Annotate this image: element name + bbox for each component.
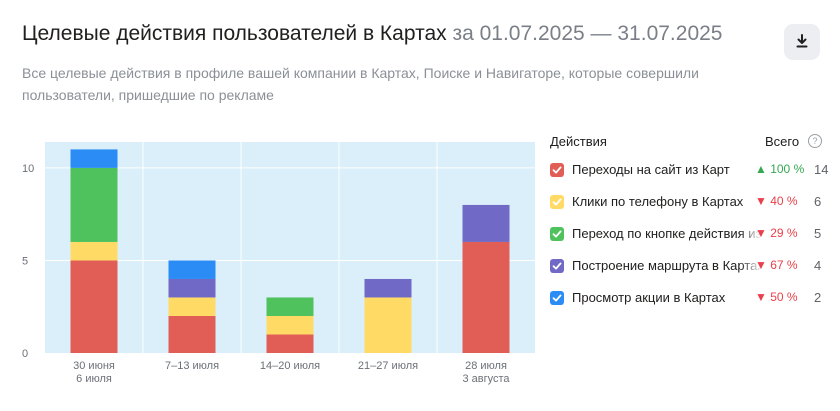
legend-item-delta: ▼ 50 % bbox=[755, 290, 798, 304]
bar-segment bbox=[364, 278, 412, 298]
legend: Действия Всего ? Переходы на сайт из Кар… bbox=[550, 128, 830, 314]
y-tick-label: 10 bbox=[22, 163, 34, 175]
chart-subtitle: Все целевые действия в профиле вашей ком… bbox=[22, 65, 699, 103]
x-tick-label: 30 июня bbox=[73, 360, 115, 372]
bar-segment bbox=[70, 149, 118, 168]
checkmark-icon bbox=[552, 294, 562, 302]
checkbox[interactable] bbox=[550, 163, 564, 177]
x-tick-label: 6 июля bbox=[76, 373, 112, 385]
bar-segment bbox=[266, 297, 314, 316]
legend-item-total: 4 bbox=[814, 258, 822, 273]
legend-item[interactable]: Просмотр акции в Картах ▼ 50 % 2 bbox=[550, 282, 830, 314]
legend-item-label: Переход по кнопке действия из Карт bbox=[572, 226, 760, 241]
legend-items: Переходы на сайт из Карт ▲ 100 % 14 Клики п… bbox=[550, 154, 830, 314]
bar-segment bbox=[462, 204, 510, 242]
y-tick-label: 0 bbox=[22, 348, 28, 360]
title-period: за 01.07.2025 — 31.07.2025 bbox=[452, 22, 723, 45]
legend-header: Действия Всего ? bbox=[550, 128, 830, 154]
bar-segment bbox=[70, 241, 118, 261]
legend-item-total: 14 bbox=[814, 162, 829, 177]
checkbox[interactable] bbox=[550, 195, 564, 209]
legend-item-total: 5 bbox=[814, 226, 822, 241]
checkmark-icon bbox=[552, 230, 562, 238]
checkmark-icon bbox=[552, 166, 562, 174]
checkbox[interactable] bbox=[550, 227, 564, 241]
legend-item-label: Клики по телефону в Картах bbox=[572, 194, 744, 209]
checkmark-icon bbox=[552, 262, 562, 270]
bar-segment bbox=[266, 315, 314, 335]
bar-segment bbox=[168, 260, 216, 279]
legend-column-total: Всего bbox=[765, 134, 800, 149]
legend-item-delta: ▲ 100 % bbox=[755, 162, 805, 176]
legend-item-delta: ▼ 29 % bbox=[755, 226, 798, 240]
legend-item-delta: ▼ 40 % bbox=[755, 194, 798, 208]
bar-segment bbox=[70, 167, 118, 242]
legend-item-label: Построение маршрута в Картах bbox=[572, 258, 760, 273]
checkmark-icon bbox=[552, 198, 562, 206]
bar-segment bbox=[462, 241, 510, 353]
legend-item-label: Просмотр акции в Картах bbox=[572, 290, 726, 305]
bar-segment bbox=[168, 315, 216, 353]
title-text: Целевые действия пользователей в Картах bbox=[22, 22, 447, 45]
chart-title: Целевые действия пользователей в Картах … bbox=[22, 22, 723, 46]
x-tick-label: 28 июля bbox=[465, 360, 507, 372]
y-tick-label: 5 bbox=[22, 255, 28, 267]
checkbox[interactable] bbox=[550, 259, 564, 273]
question-circle-icon[interactable]: ? bbox=[808, 134, 822, 148]
bar-segment bbox=[168, 297, 216, 316]
legend-item-delta: ▼ 67 % bbox=[755, 258, 798, 272]
legend-item-label: Переходы на сайт из Карт bbox=[572, 162, 730, 177]
x-tick-label: 14–20 июля bbox=[260, 360, 320, 372]
legend-item[interactable]: Построение маршрута в Картах ▼ 67 % 4 bbox=[550, 250, 830, 282]
download-icon bbox=[795, 33, 809, 51]
legend-item-total: 6 bbox=[814, 194, 822, 209]
x-tick-label: 7–13 июля bbox=[165, 360, 219, 372]
legend-item-total: 2 bbox=[814, 290, 822, 305]
legend-item[interactable]: Переход по кнопке действия из Карт▼ 29 %… bbox=[550, 218, 830, 250]
x-tick-label: 21–27 июля bbox=[358, 360, 418, 372]
checkbox[interactable] bbox=[550, 291, 564, 305]
legend-item[interactable]: Переходы на сайт из Карт ▲ 100 % 14 bbox=[550, 154, 830, 186]
download-button[interactable] bbox=[784, 24, 820, 60]
bar-segment bbox=[266, 334, 314, 353]
bar-segment bbox=[168, 278, 216, 298]
bar-segment bbox=[364, 297, 412, 353]
x-tick-label: 3 августа bbox=[462, 373, 510, 385]
legend-column-title: Действия bbox=[550, 134, 607, 149]
legend-item[interactable]: Клики по телефону в Картах ▼ 40 % 6 bbox=[550, 186, 830, 218]
bar-segment bbox=[70, 260, 118, 353]
